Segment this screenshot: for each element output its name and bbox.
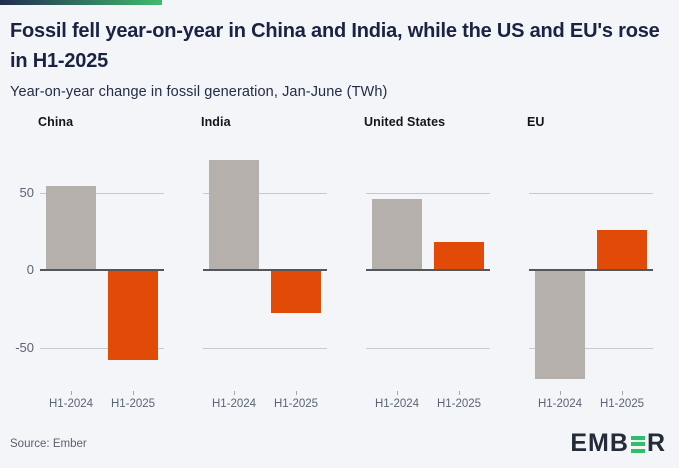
region-plot <box>529 150 653 385</box>
chart-area: 50 0 -50 China H1-2024 H1-2025 India H1-2024 H1-… <box>0 110 679 412</box>
x-category-label: H1-2024 <box>211 398 257 410</box>
gridline--50 <box>40 347 164 349</box>
x-category-label: H1-2025 <box>599 398 645 410</box>
region-panel: United States H1-2024 H1-2025 <box>364 110 490 412</box>
x-category-label: H1-2025 <box>110 398 156 410</box>
gridline--50 <box>366 347 490 349</box>
bar-h1-2025 <box>434 242 484 270</box>
logo-green-e-icon <box>630 435 645 453</box>
gridline--50 <box>203 347 327 349</box>
region-title: India <box>201 115 231 129</box>
bar-h1-2024 <box>372 198 422 270</box>
region-plot <box>366 150 490 385</box>
region-title: China <box>38 115 74 129</box>
y-tick-label: 0 <box>26 262 34 277</box>
bar-h1-2025 <box>271 270 321 314</box>
y-tick-label: 50 <box>19 184 34 200</box>
x-category-label: H1-2025 <box>273 398 319 410</box>
x-tick <box>622 391 623 395</box>
bar-h1-2024 <box>535 270 585 379</box>
gridline-50 <box>366 192 490 194</box>
gridline--50 <box>529 347 653 349</box>
x-category-label: H1-2025 <box>436 398 482 410</box>
ember-logo: EMB R <box>570 429 666 457</box>
region-title: United States <box>364 115 446 129</box>
region-panel: EU H1-2024 H1-2025 <box>527 110 653 412</box>
x-tick <box>397 391 398 395</box>
x-category-label: H1-2024 <box>48 398 94 410</box>
chart-title: Fossil fell year-on-year in China and In… <box>10 20 660 72</box>
gridline-50 <box>203 192 327 194</box>
region-panel: China H1-2024 H1-2025 <box>38 110 164 412</box>
x-category-label: H1-2024 <box>374 398 420 410</box>
source-note: Source: Ember <box>10 438 87 450</box>
gridline-50 <box>40 192 164 194</box>
bar-h1-2024 <box>209 159 259 270</box>
x-tick <box>560 391 561 395</box>
x-tick <box>71 391 72 395</box>
gridline-50 <box>529 192 653 194</box>
bar-h1-2025 <box>108 270 158 360</box>
x-tick <box>296 391 297 395</box>
y-tick-label: -50 <box>15 339 34 355</box>
brand-accent-bar <box>0 0 162 5</box>
zero-axis-line <box>40 268 164 271</box>
x-tick <box>459 391 460 395</box>
x-tick <box>234 391 235 395</box>
logo-text-prefix: EMB <box>570 428 629 457</box>
x-tick <box>133 391 134 395</box>
region-panel: India H1-2024 H1-2025 <box>201 110 327 412</box>
bar-h1-2025 <box>597 229 647 270</box>
chart-subtitle: Year-on-year change in fossil generation… <box>10 84 388 100</box>
zero-axis-line <box>203 268 327 271</box>
zero-axis-line <box>366 268 490 271</box>
region-title: EU <box>527 115 545 129</box>
region-plot <box>40 150 164 385</box>
region-plot <box>203 150 327 385</box>
x-category-label: H1-2024 <box>537 398 583 410</box>
bar-h1-2024 <box>46 186 96 270</box>
zero-axis-line <box>529 268 653 271</box>
logo-text-suffix: R <box>646 428 666 457</box>
